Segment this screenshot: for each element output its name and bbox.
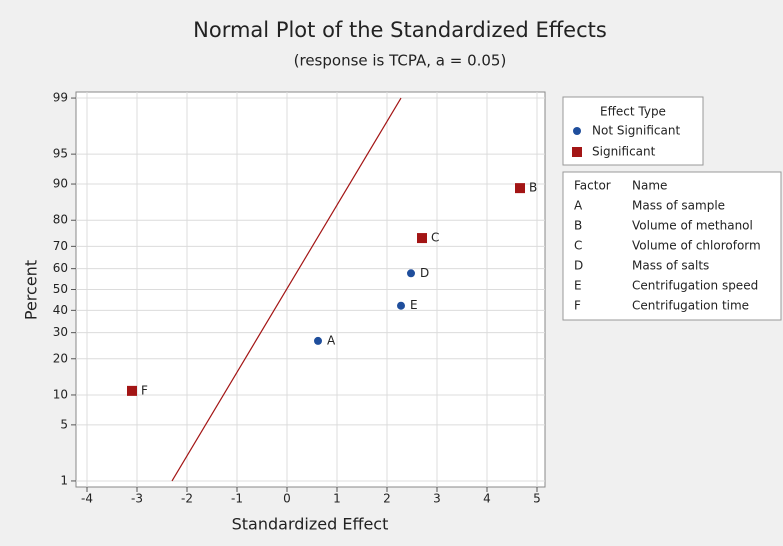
y-tick-label: 1 — [60, 473, 68, 487]
table-cell: C — [574, 239, 582, 253]
y-tick-label: 20 — [53, 351, 68, 365]
legend-label: Significant — [592, 145, 656, 159]
table-cell: Centrifugation speed — [632, 279, 758, 293]
x-tick-label: -4 — [81, 492, 93, 506]
point — [127, 385, 137, 396]
point-label: C — [431, 231, 439, 245]
table-cell: E — [574, 279, 582, 293]
point-label: B — [529, 181, 537, 195]
point-label: A — [327, 333, 336, 347]
table-cell: Mass of sample — [632, 199, 725, 213]
x-axis-label: Standardized Effect — [232, 515, 389, 534]
y-tick-label: 50 — [53, 282, 68, 296]
point-label: D — [420, 266, 429, 280]
chart-subtitle: (response is TCPA, a = 0.05) — [294, 52, 507, 70]
table-cell: F — [574, 299, 581, 313]
x-tick-label: 3 — [433, 492, 441, 506]
table-header: Factor — [574, 179, 611, 193]
legend-marker — [572, 147, 582, 157]
y-tick-label: 80 — [53, 213, 68, 227]
reference-line — [171, 97, 402, 482]
table-cell: D — [574, 259, 583, 273]
chart-title: Normal Plot of the Standardized Effects — [193, 18, 607, 42]
y-tick-label: 70 — [53, 239, 68, 253]
x-tick-label: 0 — [283, 492, 291, 506]
x-tick-label: -3 — [131, 492, 143, 506]
x-tick-label: -2 — [181, 492, 193, 506]
point-label: E — [410, 298, 418, 312]
y-tick-label: 90 — [53, 177, 68, 191]
y-tick-label: 30 — [53, 325, 68, 339]
x-tick-label: -1 — [231, 492, 243, 506]
x-tick-label: 5 — [533, 492, 541, 506]
legend-label: Not Significant — [592, 124, 680, 138]
y-tick-label: 40 — [53, 303, 68, 317]
y-axis-label: Percent — [22, 260, 41, 320]
point — [397, 301, 405, 310]
point — [417, 233, 427, 244]
y-tick-label: 95 — [53, 147, 68, 161]
factor-table-box — [562, 171, 782, 321]
table-cell: A — [574, 199, 583, 213]
x-tick-label: 1 — [333, 492, 341, 506]
table-cell: B — [574, 219, 582, 233]
point — [314, 336, 322, 345]
table-cell: Mass of salts — [632, 259, 709, 273]
table-header: Name — [632, 179, 667, 193]
table-cell: Volume of methanol — [632, 219, 753, 233]
x-tick-label: 2 — [383, 492, 391, 506]
point — [515, 183, 525, 194]
y-tick-label: 60 — [53, 261, 68, 275]
y-tick-label: 99 — [53, 91, 68, 105]
table-cell: Volume of chloroform — [632, 239, 761, 253]
y-tick-label: 10 — [53, 387, 68, 401]
point — [407, 269, 415, 278]
point-label: F — [141, 383, 148, 397]
legend-title: Effect Type — [600, 105, 666, 119]
y-tick-label: 5 — [60, 417, 68, 431]
legend-marker — [573, 127, 581, 135]
legend-box — [562, 96, 704, 166]
x-tick-label: 4 — [483, 492, 491, 506]
table-cell: Centrifugation time — [632, 299, 749, 313]
